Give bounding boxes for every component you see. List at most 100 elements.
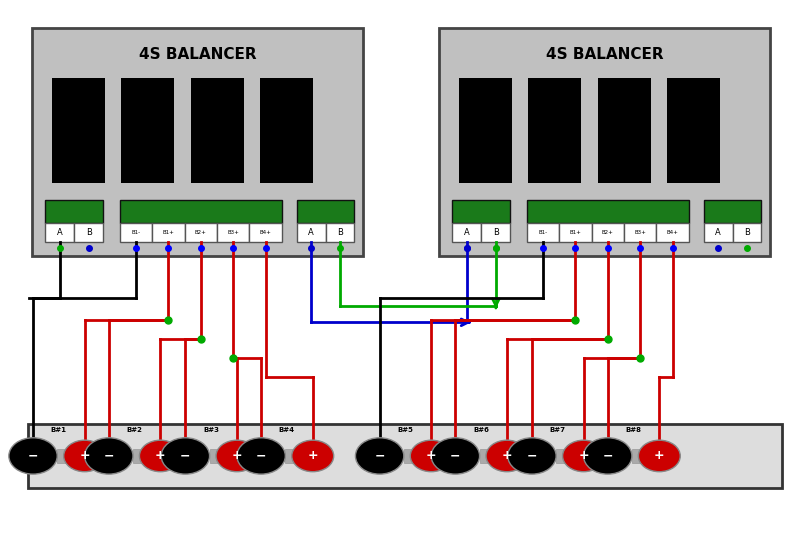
Bar (592, 223, 624, 242)
Bar (210, 450, 232, 463)
Bar (704, 223, 733, 242)
Bar (74, 223, 103, 242)
Text: +: + (79, 450, 90, 462)
Text: B#1: B#1 (51, 426, 67, 433)
Text: +: + (501, 450, 513, 462)
Text: −: − (256, 450, 267, 462)
Bar (527, 223, 559, 242)
Bar (481, 223, 510, 242)
Text: +: + (426, 450, 437, 462)
Ellipse shape (431, 437, 480, 474)
Bar (57, 450, 80, 463)
Bar (459, 78, 512, 183)
Text: B4+: B4+ (667, 230, 679, 235)
Bar (52, 78, 105, 183)
Bar (704, 200, 762, 223)
Text: B: B (744, 228, 750, 237)
Bar (120, 200, 282, 223)
Bar (191, 78, 243, 183)
Text: B: B (493, 228, 499, 237)
Bar (260, 78, 313, 183)
Text: B3+: B3+ (227, 230, 239, 235)
Text: +: + (231, 450, 243, 462)
Bar (120, 223, 152, 242)
Text: 4S BALANCER: 4S BALANCER (546, 47, 663, 62)
Text: 4S BALANCER: 4S BALANCER (139, 47, 256, 62)
Bar (733, 223, 762, 242)
Bar (32, 28, 363, 256)
Ellipse shape (64, 440, 106, 472)
Bar (285, 450, 308, 463)
Text: A: A (57, 228, 63, 237)
Text: +: + (578, 450, 589, 462)
Bar (133, 450, 156, 463)
Text: B#4: B#4 (279, 426, 295, 433)
Bar (45, 223, 74, 242)
Text: +: + (307, 450, 318, 462)
Text: −: − (526, 450, 538, 462)
Bar (559, 223, 592, 242)
Bar (404, 450, 426, 463)
Bar (480, 450, 502, 463)
Bar (529, 78, 581, 183)
Ellipse shape (584, 437, 632, 474)
Bar (624, 223, 656, 242)
Bar (452, 223, 481, 242)
Text: B#3: B#3 (203, 426, 219, 433)
Bar (326, 223, 355, 242)
Bar (152, 223, 185, 242)
Ellipse shape (237, 437, 285, 474)
Bar (667, 78, 721, 183)
Bar (28, 424, 782, 488)
Text: B#8: B#8 (625, 426, 642, 433)
Ellipse shape (139, 440, 181, 472)
Text: B3+: B3+ (634, 230, 646, 235)
Text: +: + (654, 450, 665, 462)
Text: B#5: B#5 (397, 426, 413, 433)
Bar (452, 200, 510, 223)
Bar (297, 200, 355, 223)
Ellipse shape (9, 437, 57, 474)
Bar (656, 223, 689, 242)
Text: B: B (86, 228, 92, 237)
Bar (217, 223, 249, 242)
Text: B#7: B#7 (550, 426, 566, 433)
Text: B1-: B1- (538, 230, 547, 235)
Ellipse shape (161, 437, 210, 474)
Text: −: − (103, 450, 114, 462)
Text: B#6: B#6 (473, 426, 489, 433)
Ellipse shape (563, 440, 604, 472)
Ellipse shape (85, 437, 133, 474)
Text: B1+: B1+ (163, 230, 174, 235)
Ellipse shape (292, 440, 334, 472)
Ellipse shape (355, 437, 404, 474)
Bar (598, 78, 650, 183)
Text: B4+: B4+ (260, 230, 272, 235)
Text: −: − (450, 450, 461, 462)
Text: −: − (180, 450, 191, 462)
Bar (249, 223, 282, 242)
Text: B1-: B1- (131, 230, 140, 235)
Text: B2+: B2+ (602, 230, 613, 235)
Text: B2+: B2+ (195, 230, 206, 235)
Bar (45, 200, 103, 223)
Text: B1+: B1+ (570, 230, 581, 235)
Text: B: B (337, 228, 343, 237)
Bar (439, 28, 770, 256)
Text: B#2: B#2 (127, 426, 143, 433)
Text: A: A (715, 228, 721, 237)
Text: −: − (602, 450, 613, 462)
Text: +: + (155, 450, 166, 462)
Bar (185, 223, 217, 242)
Bar (122, 78, 174, 183)
Ellipse shape (216, 440, 258, 472)
Bar (297, 223, 326, 242)
Text: A: A (464, 228, 470, 237)
Ellipse shape (508, 437, 556, 474)
Bar (632, 450, 654, 463)
Text: −: − (27, 450, 39, 462)
Ellipse shape (486, 440, 528, 472)
Text: A: A (308, 228, 314, 237)
Ellipse shape (410, 440, 452, 472)
Ellipse shape (638, 440, 680, 472)
